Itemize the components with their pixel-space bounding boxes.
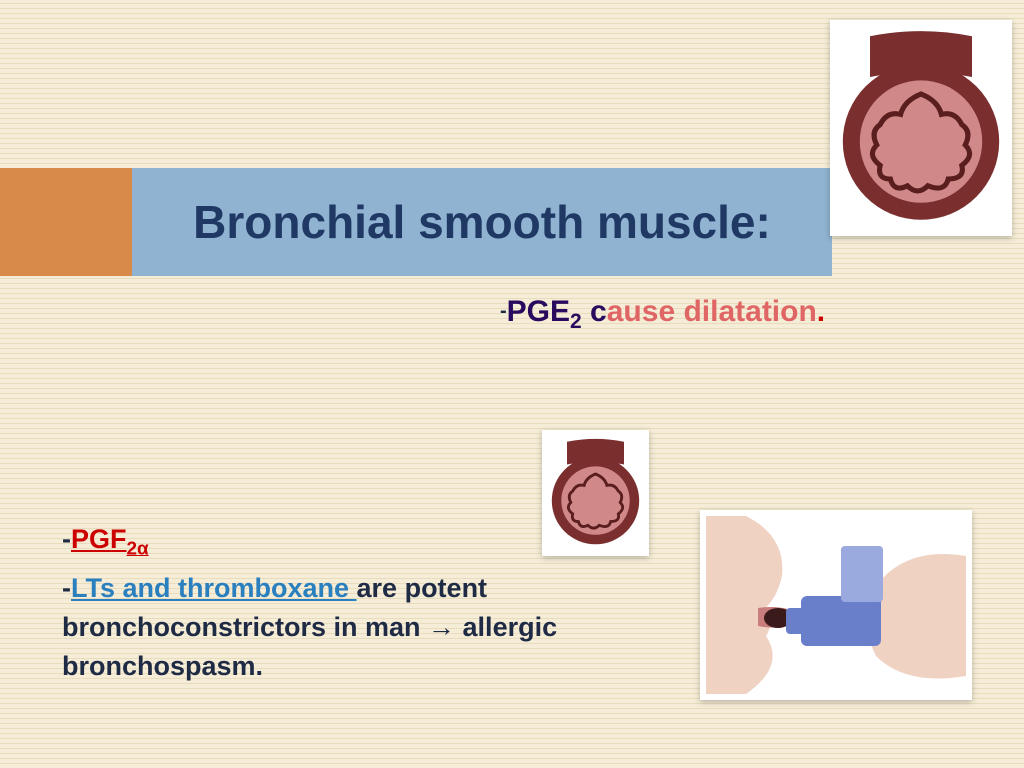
subtitle-line: -PGE2 cause dilatation. xyxy=(500,295,1010,334)
subtitle-chem: PGE xyxy=(507,295,570,328)
subtitle-c: c xyxy=(582,295,607,328)
body-text: -PGF2α -LTs and thromboxane are potent b… xyxy=(62,520,642,686)
line2-lt: LTs and thromboxane xyxy=(71,573,357,603)
line1-pgf: PGF xyxy=(71,524,127,554)
bronchus-image-large xyxy=(830,20,1012,236)
bronchus-cross-section-icon xyxy=(836,26,1006,230)
line1-pgf-sub: 2α xyxy=(127,538,149,559)
body-line-1: -PGF2α xyxy=(62,520,642,563)
slide-title: Bronchial smooth muscle: xyxy=(132,168,832,276)
title-row: Bronchial smooth muscle: xyxy=(0,168,832,276)
subtitle-dash: - xyxy=(500,300,507,322)
subtitle-chem-sub: 2 xyxy=(570,310,582,333)
subtitle-rest: ause dilatation xyxy=(607,295,817,328)
body-line-2: -LTs and thromboxane are potent bronchoc… xyxy=(62,569,642,686)
line2-dash: - xyxy=(62,573,71,603)
inhaler-use-icon xyxy=(706,516,966,694)
subtitle-period: . xyxy=(817,295,825,328)
inhaler-image xyxy=(700,510,972,700)
accent-block xyxy=(0,168,132,276)
line1-dash: - xyxy=(62,524,71,554)
